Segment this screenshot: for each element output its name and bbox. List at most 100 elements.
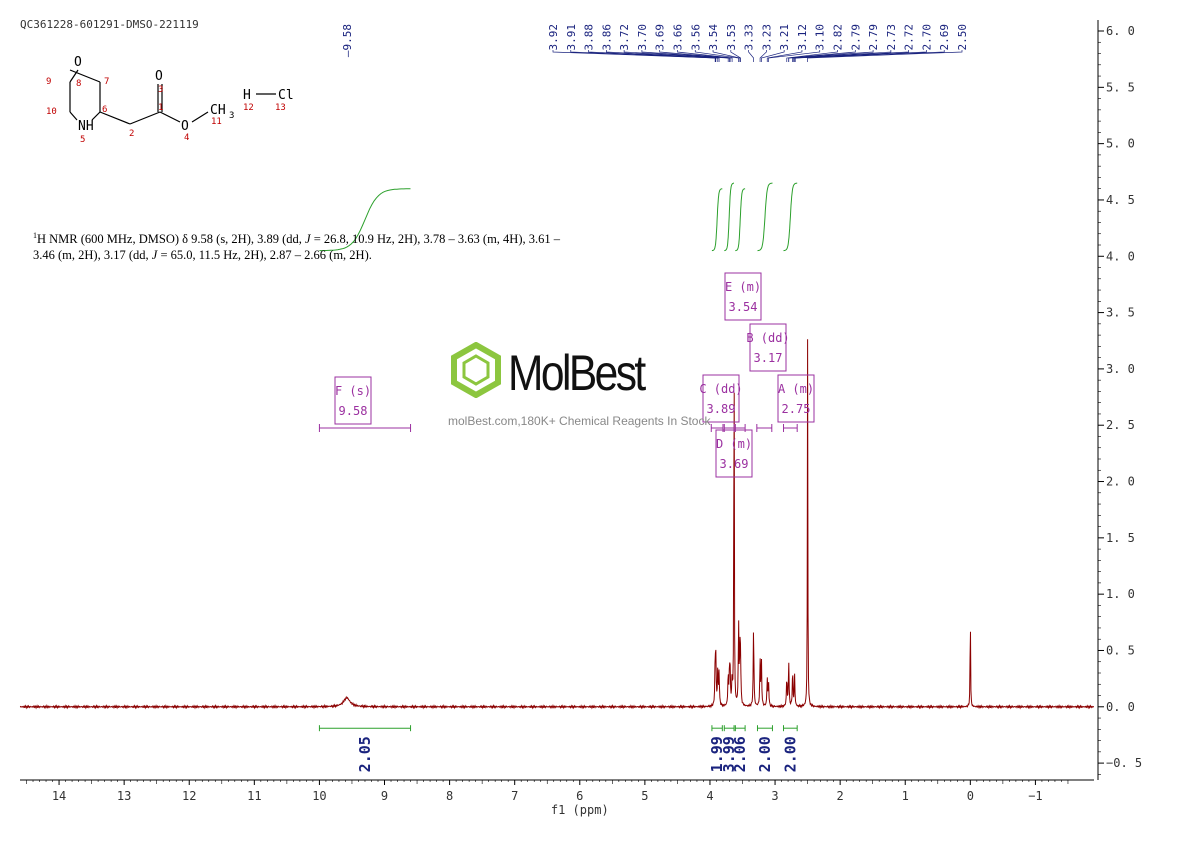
peak-connector	[588, 50, 719, 62]
peak-connector	[792, 50, 892, 62]
y-tick-label: 1. 0	[1106, 587, 1135, 601]
peak-label: —9.58	[341, 24, 354, 57]
x-tick-label: 12	[182, 789, 196, 803]
peak-label: 2.50	[956, 24, 969, 51]
description-part: = 26.8, 10.9 Hz, 2H), 3.78 – 3.63 (m, 4H…	[310, 232, 560, 247]
y-tick-label: 2. 5	[1106, 418, 1135, 432]
multiplet-type-label: A (m)	[778, 382, 814, 396]
x-tick-label: 13	[117, 789, 131, 803]
peak-connector	[659, 50, 731, 62]
integral-curve	[735, 188, 746, 252]
atom-number: 7	[104, 77, 109, 87]
y-tick-label: 1. 5	[1106, 531, 1135, 545]
y-tick-label: 4. 5	[1106, 193, 1135, 207]
multiplet-box	[749, 323, 787, 372]
peak-label: 3.23	[760, 24, 773, 51]
peak-label: 2.79	[849, 24, 862, 51]
atom-nh: NH	[78, 119, 94, 134]
integral-value: 3.99	[720, 736, 738, 772]
spectrum-line	[19, 339, 1094, 710]
peak-label: 3.91	[565, 24, 578, 51]
peak-label: 3.10	[814, 24, 827, 51]
description-part: = 65.0, 11.5 Hz, 2H), 2.87 – 2.66 (m, 2H…	[157, 248, 372, 263]
x-tick-label: 3	[771, 789, 778, 803]
peak-connector	[761, 50, 785, 62]
peak-connector	[694, 50, 739, 62]
atom-number: 10	[46, 107, 57, 117]
y-tick-label: −0. 5	[1106, 756, 1142, 770]
multiplet-box	[334, 376, 372, 425]
peak-connector	[605, 50, 720, 62]
peak-label: 2.82	[832, 24, 845, 51]
peak-connector	[807, 50, 963, 62]
integral-value: 2.06	[731, 736, 749, 772]
multiplet-type-label: B (dd)	[746, 331, 789, 345]
hexagon-logo-icon	[451, 342, 501, 398]
y-tick-label: 0. 5	[1106, 643, 1135, 657]
multiplet-type-label: D (m)	[716, 437, 752, 451]
x-tick-label: 11	[247, 789, 261, 803]
multiplet-annotations: F (s) 9.58 E (m) 3.54 B (dd) 3.17 C (dd) 3.89 A …	[318, 272, 815, 478]
peak-connector	[712, 50, 741, 62]
integral-curve	[757, 182, 773, 252]
integral-curve	[783, 182, 798, 252]
bond-c1-o4	[159, 111, 181, 123]
x-tick-label: 4	[706, 789, 713, 803]
peak-label: 2.72	[903, 24, 916, 51]
coupling-j: J	[151, 248, 158, 263]
peak-label-group: —9.58 3.92 3.91 3.88 3.86 3.72 3.70 3.69 3.66 3.5…	[341, 24, 969, 62]
integral-curve	[319, 188, 411, 252]
atom-number: 2	[129, 129, 134, 139]
atom-cl: Cl	[278, 88, 294, 103]
integral-curve	[724, 182, 735, 252]
peak-connector	[552, 50, 716, 62]
x-tick-label: 2	[837, 789, 844, 803]
x-tick-label: 6	[576, 789, 583, 803]
atom-number: 5	[80, 135, 85, 145]
peak-label: 3.56	[689, 24, 702, 51]
y-tick-label: 4. 0	[1106, 249, 1135, 263]
integral-curve	[711, 188, 723, 252]
peak-connector	[788, 50, 874, 62]
y-tick-label: 3. 5	[1106, 306, 1135, 320]
sample-id: QC361228-601291-DMSO-221119	[20, 18, 199, 31]
peak-connector	[768, 50, 821, 62]
multiplet-box	[724, 272, 762, 321]
multiplet-shift-label: 3.54	[729, 300, 758, 314]
atom-number: 1	[158, 103, 163, 113]
bond-c2-c1	[129, 111, 161, 125]
bond-c10-n5	[69, 111, 78, 121]
peak-label: 3.54	[707, 24, 720, 51]
molecule-structure: O NH O O CH 3 H Cl 1 2 3 4 5 6 7 8 9 10 …	[46, 55, 294, 145]
atom-ch: CH	[210, 103, 226, 118]
peak-label: 3.70	[636, 24, 649, 51]
x-tick-label: 1	[902, 789, 909, 803]
peak-label: 3.92	[547, 24, 560, 51]
atom-number: 3	[158, 85, 163, 95]
peak-connector	[794, 50, 927, 62]
bond-c6-n5	[91, 111, 101, 121]
watermark-tagline: molBest.com,180K+ Chemical Reagents In S…	[448, 414, 711, 428]
peak-label: 3.12	[796, 24, 809, 51]
x-tick-label: 9	[381, 789, 388, 803]
peak-label: 3.21	[778, 24, 791, 51]
multiplet-shift-label: 3.69	[720, 457, 749, 471]
peak-label: 2.79	[867, 24, 880, 51]
description-part: 3.46 (m, 2H), 3.17 (dd,	[33, 248, 152, 263]
peak-connector	[623, 50, 729, 62]
multiplet-box	[702, 374, 740, 423]
y-tick-label: 5. 5	[1106, 80, 1135, 94]
bond-c6-c2	[99, 111, 131, 125]
bond-o8-c7	[69, 69, 101, 83]
x-tick-label: 14	[52, 789, 66, 803]
atom-number: 11	[211, 117, 222, 127]
atom-h: H	[243, 88, 251, 103]
atom-o4: O	[181, 119, 189, 134]
peak-connector	[570, 50, 717, 62]
x-tick-label: 10	[312, 789, 326, 803]
multiplet-box	[777, 374, 815, 423]
peak-label: 3.88	[583, 24, 596, 51]
integral-value: 1.99	[708, 736, 726, 772]
y-tick-label: 3. 0	[1106, 362, 1135, 376]
